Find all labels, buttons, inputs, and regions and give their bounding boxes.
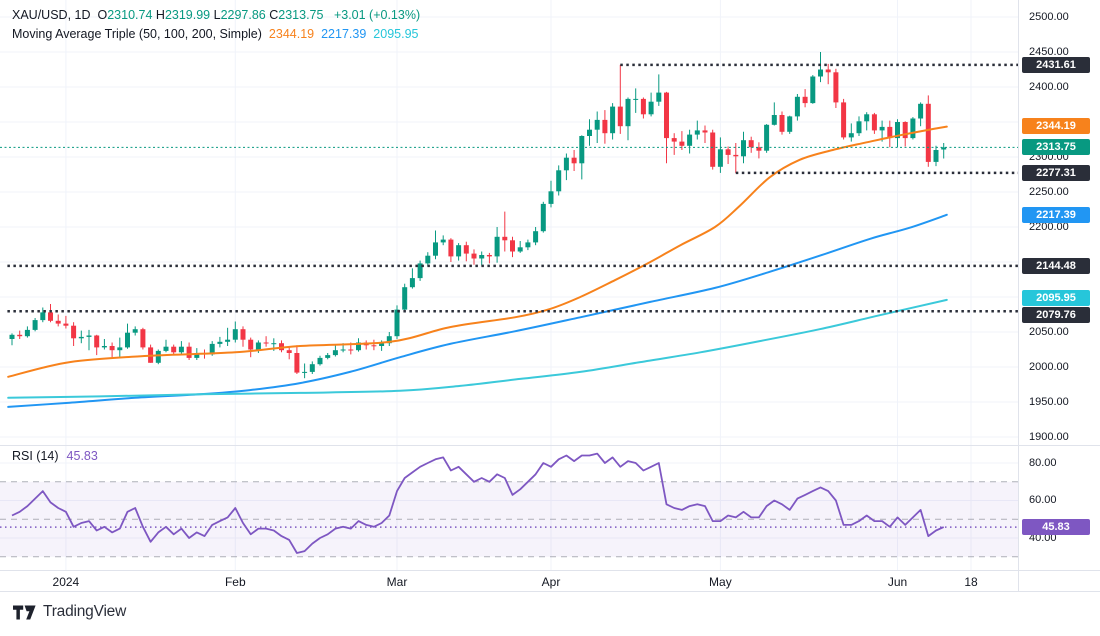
tradingview-logo[interactable]: TradingView xyxy=(13,603,126,621)
time-label-2024: 2024 xyxy=(52,575,80,589)
price-badge-2144.48: 2144.48 xyxy=(1022,257,1090,274)
ma-legend-value: 2095.95 xyxy=(373,27,419,41)
time-label-Feb: Feb xyxy=(224,575,246,589)
pane-separator[interactable] xyxy=(0,445,1100,446)
ma-50-line[interactable] xyxy=(7,125,948,378)
time-label-May: May xyxy=(709,575,732,589)
rsi-legend-value: 45.83 xyxy=(66,449,98,463)
price-gridlines xyxy=(0,16,1018,438)
time-label-Jun: Jun xyxy=(887,575,908,589)
ma-legend-value: 2217.39 xyxy=(321,27,367,41)
tradingview-logo-icon xyxy=(13,605,36,619)
time-label-Apr: Apr xyxy=(541,575,561,589)
price-tick-label: 2400.00 xyxy=(1029,80,1069,93)
price-badge-2313.75: 2313.75 xyxy=(1022,139,1090,156)
price-tick-label: 2000.00 xyxy=(1029,360,1069,373)
price-chart-svg[interactable] xyxy=(0,0,1018,591)
rsi-legend-row[interactable]: RSI (14) 45.83 xyxy=(12,449,98,463)
ohlc-value: 2313.75 xyxy=(278,8,324,22)
price-level-lines[interactable] xyxy=(7,63,1018,313)
price-badge-2431.61: 2431.61 xyxy=(1022,56,1090,73)
price-tick-label: 2250.00 xyxy=(1029,185,1069,198)
price-tick-label: 2500.00 xyxy=(1029,10,1069,23)
symbol-title: XAU/USD, 1D xyxy=(12,8,91,22)
price-axis-border xyxy=(1018,0,1019,591)
price-badge-2095.95: 2095.95 xyxy=(1022,289,1090,306)
ohlc-key: C xyxy=(269,8,279,22)
price-tick-label: 1950.00 xyxy=(1029,395,1069,408)
ohlc-key: O xyxy=(97,8,108,22)
ohlc-values: O2310.74 H2319.99 L2297.86 C2313.75 xyxy=(98,8,327,22)
ohlc-value: 2310.74 xyxy=(107,8,153,22)
ma-legend-row[interactable]: Moving Average Triple (50, 100, 200, Sim… xyxy=(12,27,425,41)
ma-values: 2344.19 2217.39 2095.95 xyxy=(269,27,426,41)
price-axis[interactable]: 2500.00 2450.00 2400.00 2300.00 2250.00 2200.… xyxy=(1019,0,1100,591)
time-label-Mar: Mar xyxy=(386,575,408,589)
time-label-18: 18 xyxy=(964,575,978,589)
rsi-gridlines xyxy=(0,462,1018,539)
price-badge-2079.76: 2079.76 xyxy=(1022,307,1090,324)
ma-200-line[interactable] xyxy=(7,298,948,399)
price-tick-label: 2050.00 xyxy=(1029,325,1069,338)
price-tick-label: 2200.00 xyxy=(1029,220,1069,233)
candlestick-series[interactable] xyxy=(9,52,947,379)
ohlc-key: H xyxy=(155,8,165,22)
rsi-tick-label: 60.00 xyxy=(1029,494,1057,506)
rsi-value-badge: 45.83 xyxy=(1022,519,1090,536)
ohlc-key: L xyxy=(213,8,221,22)
rsi-tick-label: 80.00 xyxy=(1029,456,1057,469)
rsi-legend-title: RSI (14) xyxy=(12,449,59,463)
rsi-line[interactable] xyxy=(11,452,945,554)
ohlc-value: 2319.99 xyxy=(164,8,211,22)
ma-legend-title: Moving Average Triple (50, 100, 200, Sim… xyxy=(12,27,262,41)
change-value: +3.01 (+0.13%) xyxy=(333,8,421,22)
price-badge-2217.39: 2217.39 xyxy=(1022,206,1090,223)
time-axis[interactable]: 2024 Feb Mar Apr May Jun 18 xyxy=(0,570,1100,591)
price-tick-label: 2450.00 xyxy=(1029,45,1069,58)
symbol-legend-row[interactable]: XAU/USD, 1D O2310.74 H2319.99 L2297.86 C… xyxy=(12,8,420,22)
time-gridlines xyxy=(65,0,972,575)
widget-bottom-border xyxy=(0,591,1100,592)
price-tick-label: 1900.00 xyxy=(1029,430,1069,443)
ohlc-value: 2297.86 xyxy=(220,8,266,22)
time-axis-border xyxy=(0,570,1100,571)
price-badge-2344.19: 2344.19 xyxy=(1022,118,1090,135)
tradingview-logo-text: TradingView xyxy=(43,603,127,620)
price-badge-2277.31: 2277.31 xyxy=(1022,164,1090,181)
ma-legend-value: 2344.19 xyxy=(268,27,315,41)
